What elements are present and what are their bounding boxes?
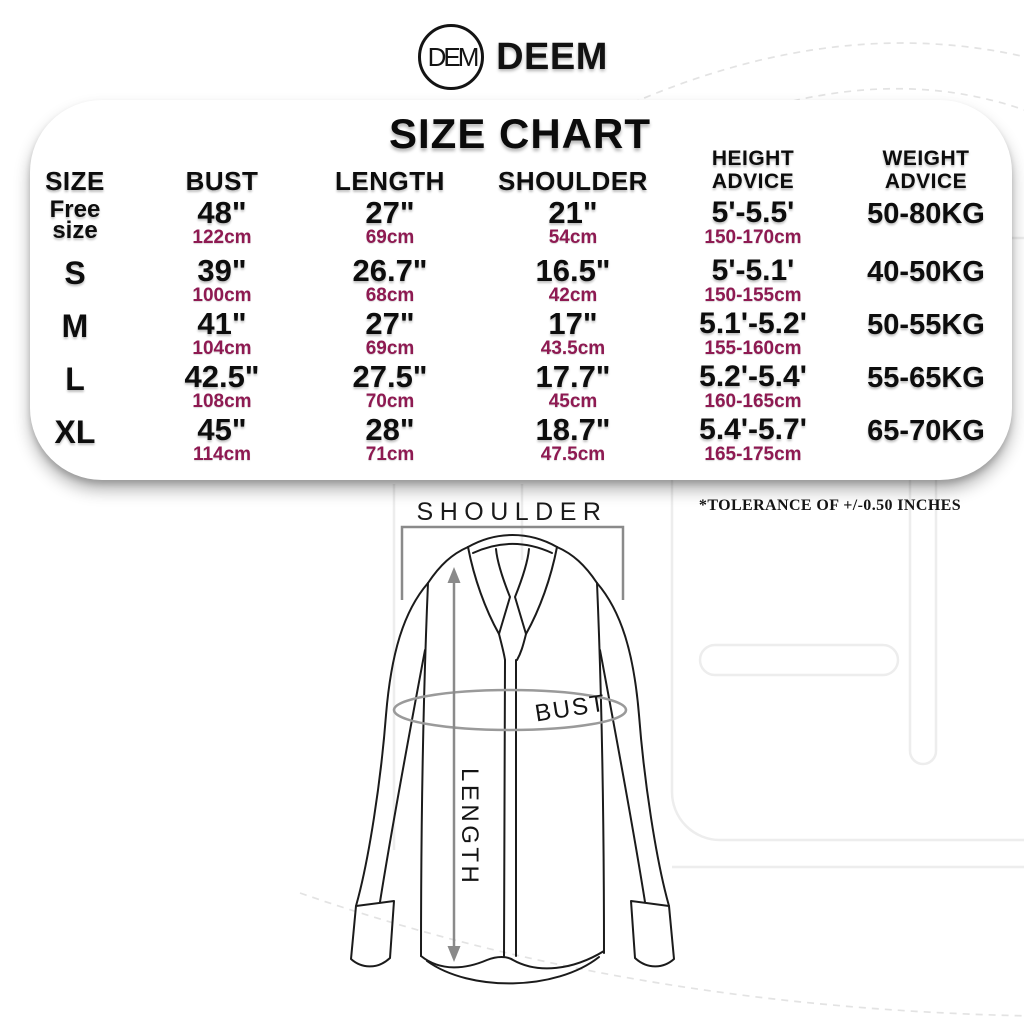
length-cell: 26.7" 68cm [300,254,480,307]
height-cm: 150-155cm [704,285,802,306]
bust-inches: 41" [197,306,247,341]
svg-text:DEM: DEM [428,42,478,72]
size-label: L [65,361,85,397]
bust-cm: 104cm [192,338,252,359]
size-label: M [61,308,89,344]
weight-advice-cell: 55-65KG [867,362,985,394]
length-arrow [447,567,461,962]
tolerance-note: *TOLERANCE OF +/-0.50 INCHES [698,497,962,514]
brand-name: DEEM [496,35,608,78]
bust-cell: 39" 100cm [144,254,300,307]
bust-cell: 41" 104cm [144,307,300,360]
table-row-free-size: Free size 48" 122cm 27" 69cm 21" 54cm 5'… [30,196,1012,254]
length-inches: 26.7" [352,253,428,288]
height-advice-cell: 5.2'-5.4' 160-165cm [666,360,840,413]
size-label: Free size [49,196,101,244]
table-row-s: S 39" 100cm 26.7" 68cm 16.5" 42cm 5'-5.1… [30,254,1012,307]
length-cell: 27" 69cm [300,196,480,254]
shoulder-inches: 17.7" [535,359,611,394]
column-header-size: SIZE [45,166,105,196]
weight-advice-cell: 50-55KG [867,309,985,341]
table-row-xl: XL 45" 114cm 28" 71cm 18.7" 47.5cm 5.4'-… [30,413,1012,466]
height-cm: 150-170cm [704,227,802,248]
length-cm: 69cm [365,338,415,359]
chart-title: SIZE CHART [389,110,651,157]
table-row-m: M 41" 104cm 27" 69cm 17" 43.5cm 5.1'-5.2… [30,307,1012,360]
shoulder-cm: 47.5cm [540,444,606,465]
bust-label: BUST [533,690,608,728]
brand-logo: DEM DEEM [0,22,1024,92]
bust-cm: 122cm [192,227,252,248]
shoulder-cell: 17.7" 45cm [480,360,666,413]
height-feet: 5'-5.1' [711,254,795,287]
shoulder-inches: 18.7" [535,412,611,447]
height-advice-cell: 5.1'-5.2' 155-160cm [666,307,840,360]
height-cm: 155-160cm [704,338,802,359]
column-header-bust: BUST [185,166,259,196]
bust-cm: 108cm [192,391,252,412]
shoulder-label: SHOULDER [417,498,608,526]
length-cell: 27" 69cm [300,307,480,360]
height-cm: 160-165cm [704,391,802,412]
shirt-outline [350,534,675,985]
height-advice-cell: 5.4'-5.7' 165-175cm [666,413,840,466]
shoulder-cm: 45cm [548,391,598,412]
column-header-length: LENGTH [335,166,445,196]
height-advice-cell: 5'-5.5' 150-170cm [666,196,840,254]
height-feet: 5.2'-5.4' [699,360,807,393]
bust-cell: 48" 122cm [144,196,300,254]
length-cm: 71cm [365,444,415,465]
weight-advice-cell: 65-70KG [867,415,985,447]
table-header-row: SIZE BUST LENGTH SHOULDER HEIGHT ADVICE … [30,138,1012,194]
column-header-weight-advice: WEIGHT ADVICE [882,146,970,194]
weight-advice-cell: 50-80KG [867,198,985,230]
shoulder-cm: 43.5cm [540,338,606,359]
shoulder-cell: 16.5" 42cm [480,254,666,307]
shoulder-cell: 21" 54cm [480,196,666,254]
shoulder-inches: 21" [548,195,598,230]
length-inches: 27.5" [352,359,428,394]
length-label: LENGTH [456,768,483,886]
shoulder-cell: 18.7" 47.5cm [480,413,666,466]
height-feet: 5.1'-5.2' [699,307,807,340]
column-header-shoulder: SHOULDER [498,166,648,196]
shoulder-inches: 17" [548,306,598,341]
length-inches: 27" [365,195,415,230]
length-cell: 28" 71cm [300,413,480,466]
bust-cm: 100cm [192,285,252,306]
length-inches: 27" [365,306,415,341]
length-cm: 68cm [365,285,415,306]
column-header-height-advice: HEIGHT ADVICE [711,146,795,194]
height-feet: 5'-5.5' [711,196,795,229]
shoulder-cm: 42cm [548,285,598,306]
bust-ellipse [392,688,628,732]
bust-inches: 45" [197,412,247,447]
shoulder-bracket [400,525,625,600]
bust-inches: 42.5" [184,359,260,394]
bust-cell: 42.5" 108cm [144,360,300,413]
length-cell: 27.5" 70cm [300,360,480,413]
height-cm: 165-175cm [704,444,802,465]
bust-cell: 45" 114cm [144,413,300,466]
monogram-icon: DEM [418,24,485,90]
size-chart-card: SIZE CHART SIZE BUST LENGTH SHOULDER HEI… [30,100,1012,480]
length-inches: 28" [365,412,415,447]
shoulder-cell: 17" 43.5cm [480,307,666,360]
bust-inches: 39" [197,253,247,288]
shoulder-inches: 16.5" [535,253,611,288]
length-cm: 69cm [365,227,415,248]
table-row-l: L 42.5" 108cm 27.5" 70cm 17.7" 45cm 5.2'… [30,360,1012,413]
table-body: Free size 48" 122cm 27" 69cm 21" 54cm 5'… [30,196,1012,466]
shoulder-cm: 54cm [548,227,598,248]
bust-cm: 114cm [192,444,252,465]
length-cm: 70cm [365,391,415,412]
height-feet: 5.4'-5.7' [699,413,807,446]
bust-inches: 48" [197,195,247,230]
height-advice-cell: 5'-5.1' 150-155cm [666,254,840,307]
weight-advice-cell: 40-50KG [867,256,985,288]
size-label: S [64,255,86,291]
size-label: XL [54,414,96,450]
